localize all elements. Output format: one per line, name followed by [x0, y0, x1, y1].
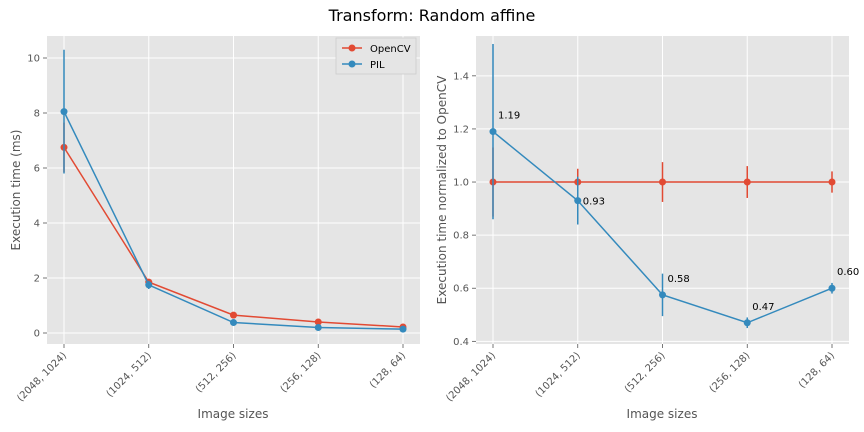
left-x-tick-label: (256, 128) — [279, 350, 324, 395]
right-x-tick-labels: (2048, 1024) (1024, 512) (512, 256) (256, 1… — [444, 344, 837, 404]
right-data-point — [828, 284, 836, 292]
right-y-tick-label: 0.6 — [453, 284, 469, 295]
right-x-axis-label: Image sizes — [627, 407, 698, 421]
right-data-point — [489, 128, 497, 136]
left-x-tick-label: (512, 256) — [194, 350, 239, 395]
right-data-point — [659, 178, 666, 186]
right-annotations: 1.19 0.93 0.58 0.47 0.60 — [498, 111, 859, 313]
left-data-point — [145, 281, 153, 289]
left-data-point — [230, 319, 237, 327]
left-y-tick-label: 0 — [34, 329, 40, 340]
right-series-layer — [489, 43, 836, 329]
right-chart: 0.4 0.6 0.8 1.0 1.2 1.4 (2048, 1024) (1024, 51… — [435, 36, 859, 421]
value-annotation: 0.58 — [668, 274, 690, 285]
right-x-tick-label: (128, 64) — [797, 350, 837, 390]
left-chart: 0 2 4 6 8 10 (2048, 1024) (1024, 512) (512, 256… — [9, 36, 420, 421]
right-data-point — [828, 178, 836, 186]
right-x-tick-label: (256, 128) — [708, 350, 753, 395]
legend-opencv-label: OpenCV — [370, 44, 411, 55]
right-y-tick-label: 0.8 — [453, 231, 469, 242]
left-x-tick-labels: (2048, 1024) (1024, 512) (512, 256) (256, 1… — [15, 344, 408, 404]
left-y-tick-labels: 0 2 4 6 8 10 — [27, 54, 47, 340]
left-data-point — [230, 311, 237, 319]
right-x-tick-label: (1024, 512) — [534, 350, 583, 399]
left-data-point — [60, 108, 68, 116]
right-series-1 — [489, 43, 836, 329]
value-annotation: 0.47 — [752, 302, 774, 313]
left-x-tick-label: (1024, 512) — [105, 350, 154, 399]
left-y-axis-label: Execution time (ms) — [9, 130, 23, 251]
right-data-point — [659, 291, 666, 299]
legend: OpenCV PIL — [335, 37, 417, 75]
right-y-axis-label: Execution time normalized to OpenCV — [435, 75, 449, 304]
right-data-point — [743, 319, 751, 327]
right-data-point — [743, 178, 751, 186]
left-data-point — [314, 324, 322, 331]
right-data-point — [574, 197, 582, 205]
right-y-tick-label: 1.4 — [453, 71, 469, 82]
figure-title: Transform: Random affine — [328, 6, 536, 25]
value-annotation: 1.19 — [498, 111, 520, 122]
legend-pil-label: PIL — [370, 60, 385, 71]
value-annotation: 0.93 — [583, 197, 605, 208]
left-y-tick-label: 4 — [34, 219, 40, 230]
value-annotation: 0.60 — [837, 267, 859, 278]
left-x-tick-label: (2048, 1024) — [15, 350, 69, 404]
right-y-tick-labels: 0.4 0.6 0.8 1.0 1.2 1.4 — [453, 71, 476, 348]
legend-opencv-marker — [348, 44, 356, 52]
left-y-tick-label: 8 — [34, 109, 40, 120]
left-data-point — [314, 318, 322, 326]
legend-pil-marker — [348, 60, 356, 68]
left-y-tick-label: 6 — [34, 164, 40, 175]
left-series-1 — [60, 49, 407, 333]
left-y-tick-label: 10 — [27, 54, 40, 65]
right-y-tick-label: 1.2 — [453, 124, 469, 135]
left-gridlines — [47, 36, 420, 344]
right-y-tick-label: 1.0 — [453, 178, 469, 189]
left-x-axis-label: Image sizes — [198, 407, 269, 421]
left-y-tick-label: 2 — [34, 274, 40, 285]
right-x-tick-label: (512, 256) — [623, 350, 668, 395]
legend-box — [335, 37, 417, 75]
left-data-point — [399, 325, 407, 333]
left-x-tick-label: (128, 64) — [368, 350, 408, 390]
right-series-0 — [489, 147, 836, 217]
left-series-layer — [60, 49, 407, 333]
right-y-tick-label: 0.4 — [453, 337, 469, 348]
right-x-tick-label: (2048, 1024) — [444, 350, 498, 404]
